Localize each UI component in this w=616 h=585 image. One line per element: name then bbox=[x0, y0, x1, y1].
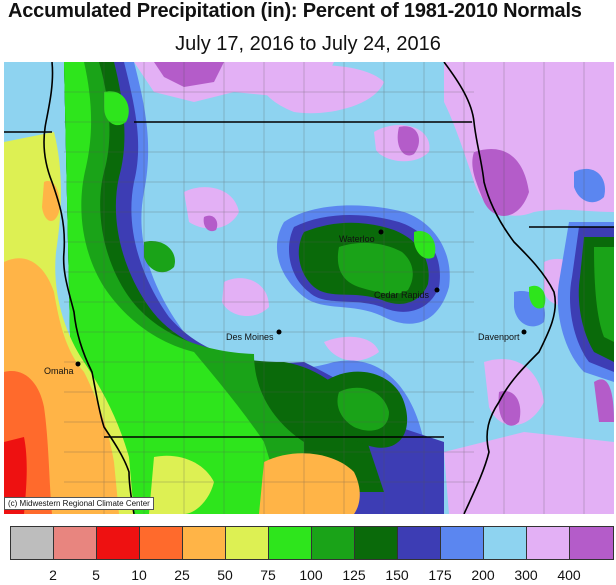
city-label-davenport: Davenport bbox=[478, 332, 520, 342]
county-grid bbox=[64, 62, 585, 514]
legend-label: 5 bbox=[92, 567, 100, 583]
city-label-cedar-rapids: Cedar Rapids bbox=[374, 290, 430, 300]
city-dot-omaha bbox=[75, 361, 81, 367]
legend-swatch bbox=[355, 527, 398, 559]
legend-labels: 2 5 10 25 50 75 100 125 150 175 200 300 400 bbox=[0, 567, 616, 585]
legend-label: 150 bbox=[385, 567, 409, 583]
legend-swatch bbox=[183, 527, 226, 559]
city-label-des-moines: Des Moines bbox=[226, 332, 274, 342]
legend-swatch bbox=[312, 527, 355, 559]
legend-swatch bbox=[97, 527, 140, 559]
legend-label: 25 bbox=[174, 567, 190, 583]
legend-swatch bbox=[269, 527, 312, 559]
legend-label: 125 bbox=[342, 567, 366, 583]
city-label-omaha: Omaha bbox=[44, 366, 74, 376]
legend-label: 200 bbox=[471, 567, 495, 583]
city-dot-waterloo bbox=[378, 229, 384, 235]
legend-swatch bbox=[140, 527, 183, 559]
city-dot-cedar-rapids bbox=[434, 287, 440, 293]
color-legend: 2 5 10 25 50 75 100 125 150 175 200 300 400 bbox=[0, 520, 616, 585]
legend-swatch bbox=[398, 527, 441, 559]
legend-swatch bbox=[226, 527, 269, 559]
legend-label: 100 bbox=[299, 567, 323, 583]
city-markers: Waterloo Cedar Rapids Des Moines Davenpo… bbox=[44, 229, 527, 376]
legend-swatch bbox=[527, 527, 570, 559]
city-dot-des-moines bbox=[276, 329, 282, 335]
legend-label: 300 bbox=[514, 567, 538, 583]
legend-swatch bbox=[54, 527, 97, 559]
legend-label: 75 bbox=[260, 567, 276, 583]
city-label-waterloo: Waterloo bbox=[339, 234, 375, 244]
legend-swatches bbox=[10, 526, 614, 560]
legend-label: 10 bbox=[131, 567, 147, 583]
legend-label: 50 bbox=[217, 567, 233, 583]
legend-label: 2 bbox=[49, 567, 57, 583]
legend-swatch bbox=[484, 527, 527, 559]
legend-label: 400 bbox=[557, 567, 581, 583]
copyright-credit: (c) Midwestern Regional Climate Center bbox=[4, 497, 154, 510]
legend-label: 175 bbox=[428, 567, 452, 583]
city-dot-davenport bbox=[521, 329, 527, 335]
map-date-range: July 17, 2016 to July 24, 2016 bbox=[175, 33, 441, 55]
map-title: Accumulated Precipitation (in): Percent … bbox=[8, 0, 582, 22]
legend-swatch bbox=[570, 527, 613, 559]
state-borders bbox=[4, 62, 614, 514]
precipitation-map: Waterloo Cedar Rapids Des Moines Davenpo… bbox=[4, 62, 614, 514]
legend-swatch bbox=[441, 527, 484, 559]
legend-swatch bbox=[11, 527, 54, 559]
